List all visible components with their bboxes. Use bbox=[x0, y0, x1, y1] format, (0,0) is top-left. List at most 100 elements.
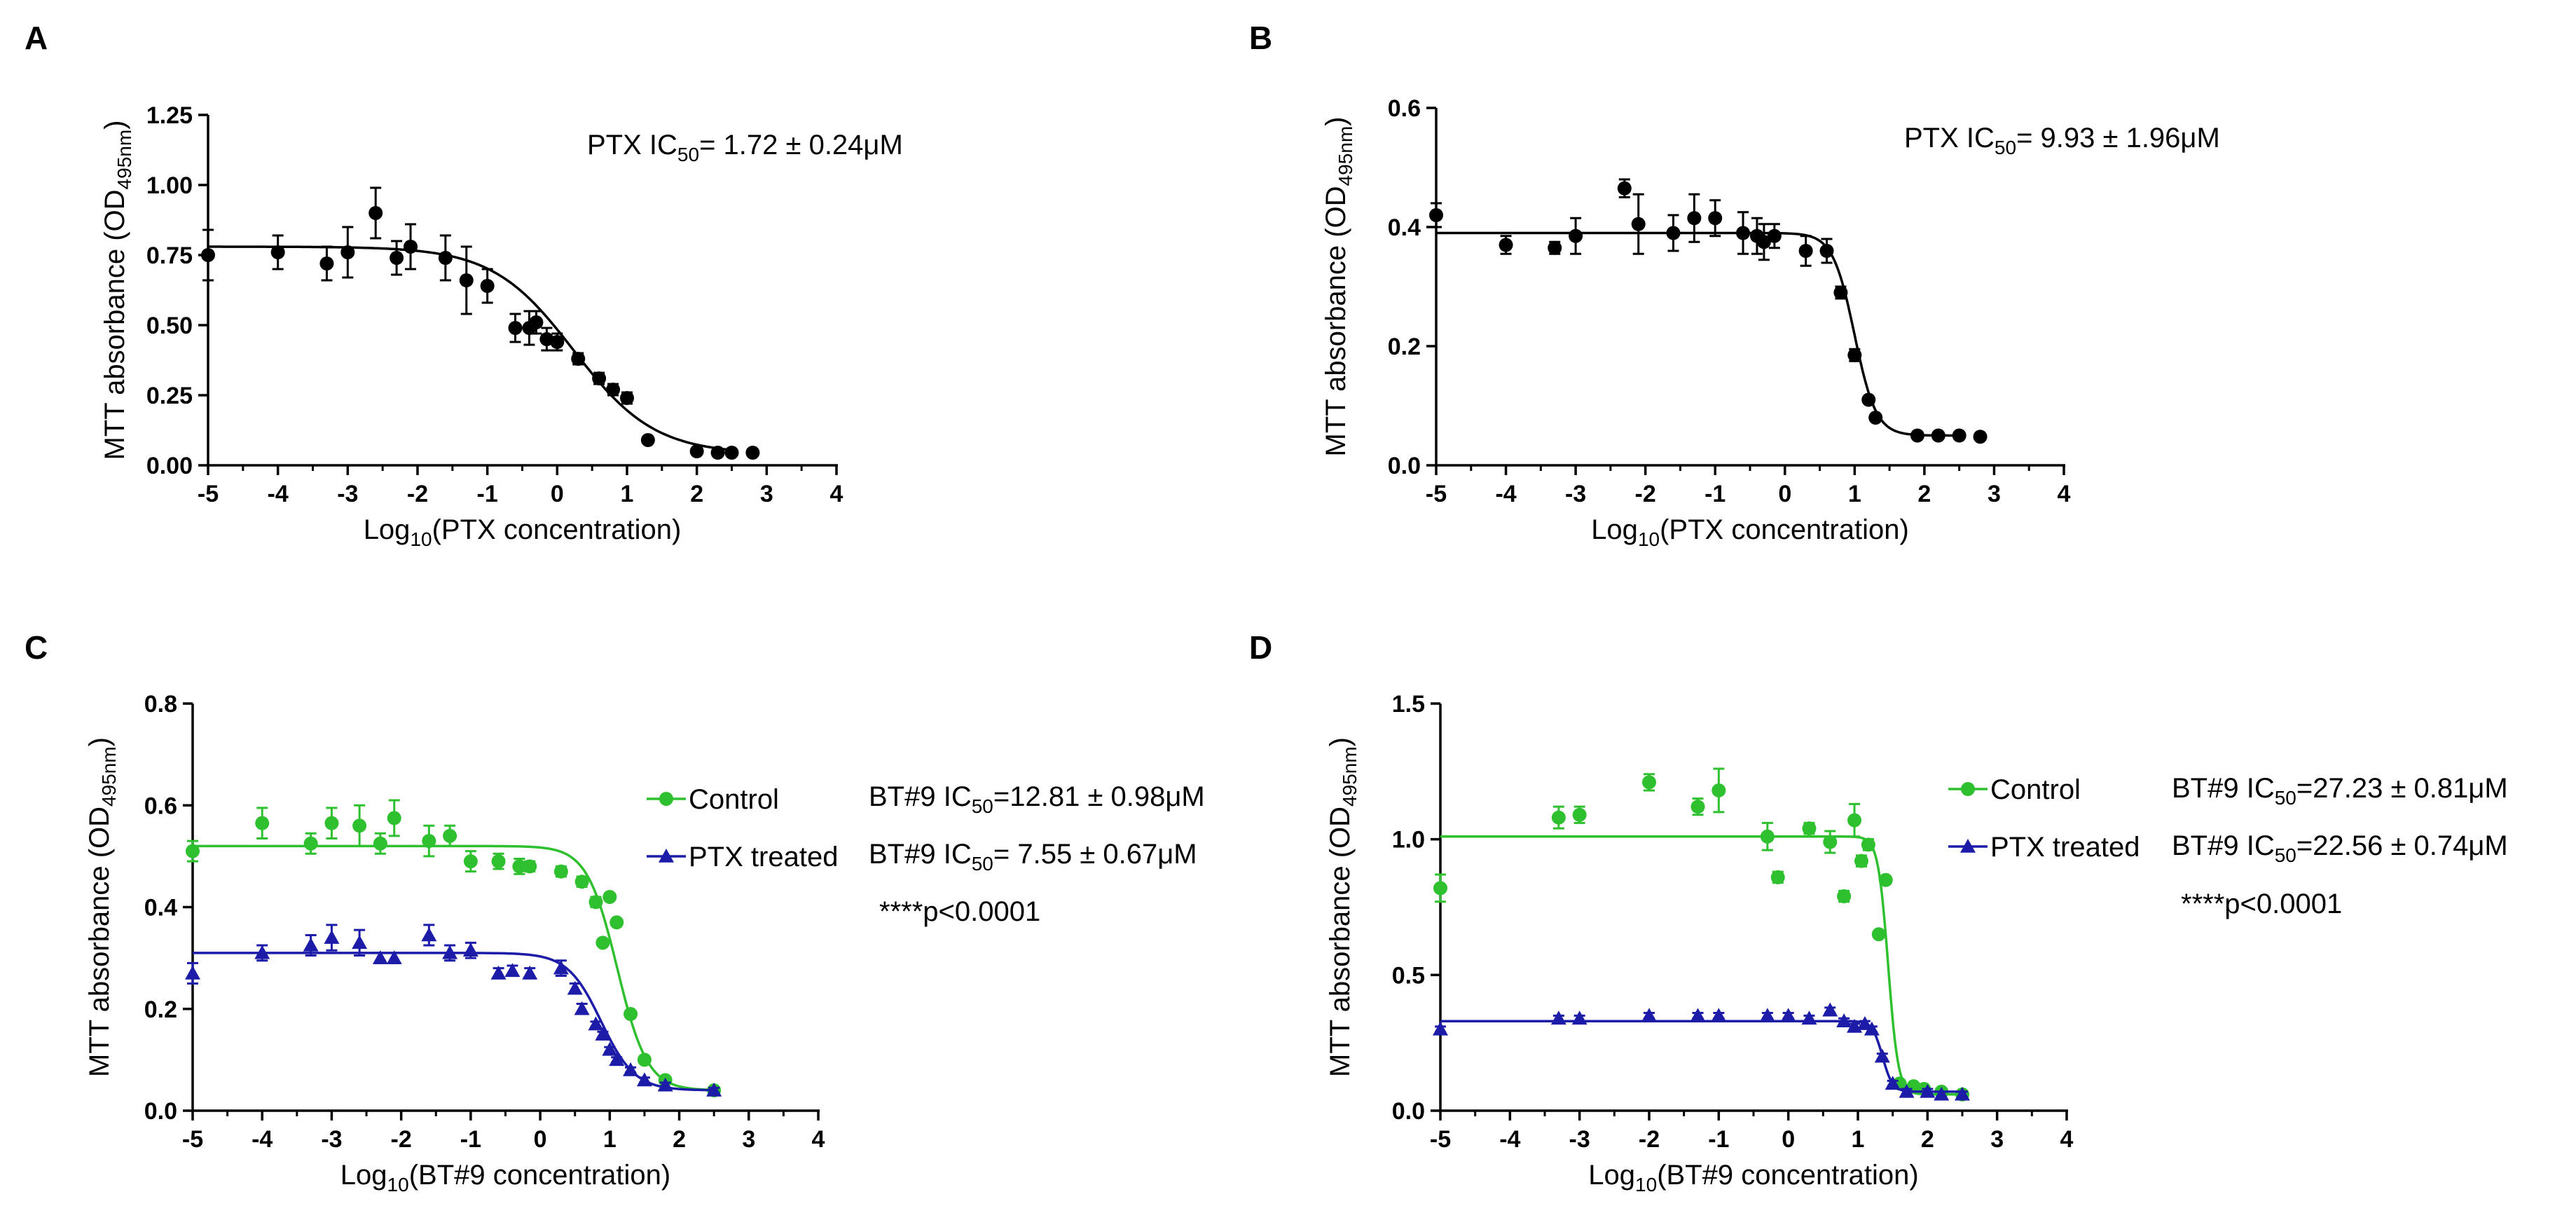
text-part: ) bbox=[99, 120, 130, 129]
p-value-note: ****p<0.0001 bbox=[879, 896, 1040, 927]
text-part: =12.81 ± 0.98μM bbox=[993, 781, 1205, 812]
data-point bbox=[512, 859, 527, 874]
x-axis-label: Log10(BT#9 concentration) bbox=[1588, 1160, 1918, 1195]
data-point bbox=[529, 315, 544, 329]
ic50-annotation: PTX IC50= 1.72 ± 0.24μM bbox=[587, 130, 903, 165]
x-tick-label: -4 bbox=[252, 1126, 273, 1153]
legend-label: PTX treated bbox=[689, 842, 838, 872]
y-axis-label: MTT absorbance (OD495nm) bbox=[99, 120, 135, 460]
y-tick-label: 0.75 bbox=[146, 242, 193, 269]
data-point bbox=[1819, 244, 1834, 258]
panel-label: B bbox=[1249, 20, 1272, 56]
x-axis-label: Log10(BT#9 concentration) bbox=[340, 1160, 670, 1195]
data-point bbox=[539, 332, 554, 346]
legend-marker bbox=[659, 849, 674, 863]
x-tick-label: -5 bbox=[1430, 1126, 1451, 1153]
data-point bbox=[623, 1062, 639, 1076]
data-point bbox=[1861, 392, 1876, 407]
series-control bbox=[1433, 767, 1969, 1102]
data-point bbox=[609, 1052, 625, 1067]
data-point bbox=[1899, 1083, 1915, 1098]
x-tick-label: -4 bbox=[1499, 1126, 1520, 1153]
subscript: 10 bbox=[1635, 1174, 1657, 1195]
x-tick-label: -3 bbox=[337, 481, 358, 507]
legend-marker bbox=[1960, 839, 1976, 853]
subscript: 10 bbox=[387, 1174, 409, 1195]
data-point bbox=[637, 1053, 652, 1067]
data-point bbox=[710, 446, 725, 460]
data-point bbox=[186, 844, 200, 858]
data-point bbox=[1801, 1010, 1817, 1025]
x-tick-label: 1 bbox=[1848, 481, 1861, 507]
panel-c: C -5 -4 -3 -2 -1 0 1 2 3 4 0.0 0.2 0.4 0.6 0.8 Log10(BT#… bbox=[25, 629, 1205, 1195]
y-tick-label: 0.00 bbox=[146, 453, 193, 479]
data-point bbox=[1798, 244, 1813, 258]
data-point bbox=[324, 930, 340, 944]
series-ptx bbox=[1429, 178, 1988, 444]
data-point bbox=[1931, 428, 1945, 443]
y-axis-label: MTT absorbance (OD495nm) bbox=[1325, 737, 1361, 1077]
data-point bbox=[609, 915, 624, 930]
data-point bbox=[1854, 854, 1868, 868]
panel-d: D -5 -4 -3 -2 -1 0 1 2 3 4 0.0 0.5 1.0 1.5 Log10(BT#9 c… bbox=[1249, 629, 2508, 1195]
data-point bbox=[595, 936, 610, 950]
legend-label: Control bbox=[1990, 774, 2081, 805]
data-point bbox=[1690, 1008, 1706, 1022]
data-point bbox=[567, 980, 583, 995]
text-part: BT#9 IC bbox=[2172, 830, 2275, 861]
data-point bbox=[303, 836, 318, 851]
data-point bbox=[1569, 228, 1583, 243]
x-tick-label: -5 bbox=[1426, 481, 1447, 507]
data-point bbox=[588, 895, 603, 910]
x-tick-label: 2 bbox=[1917, 481, 1931, 507]
x-tick-label: -3 bbox=[1569, 1126, 1590, 1153]
data-point bbox=[592, 371, 607, 385]
data-point bbox=[606, 383, 621, 397]
panel-b: B -5 -4 -3 -2 -1 0 1 2 3 4 0.0 0.2 0.4 0.6 Log10(PTX co… bbox=[1249, 20, 2220, 550]
data-point bbox=[1836, 1013, 1852, 1027]
x-tick-label: -5 bbox=[198, 481, 219, 507]
text-part: BT#9 IC bbox=[869, 839, 972, 870]
data-point bbox=[1687, 211, 1702, 226]
legend-item: PTX treated bbox=[1948, 832, 2140, 863]
data-point bbox=[1833, 285, 1848, 300]
legend-item: Control bbox=[647, 784, 779, 815]
data-point bbox=[372, 950, 388, 964]
data-point bbox=[1920, 1083, 1936, 1098]
x-tick-label: 0 bbox=[551, 481, 564, 507]
panel-label: A bbox=[25, 20, 48, 56]
x-tick-label: 4 bbox=[2058, 481, 2071, 507]
text-part: Log bbox=[364, 514, 411, 545]
data-point bbox=[553, 864, 568, 879]
data-point bbox=[386, 950, 402, 964]
data-point bbox=[404, 240, 418, 254]
x-tick-label: 4 bbox=[812, 1126, 825, 1153]
data-point bbox=[1429, 208, 1443, 222]
data-point bbox=[1631, 217, 1646, 231]
data-point bbox=[745, 446, 760, 460]
x-tick-label: 4 bbox=[2060, 1126, 2074, 1153]
data-point bbox=[1864, 1021, 1880, 1036]
data-point bbox=[438, 251, 453, 265]
series-ptx-treated bbox=[185, 924, 722, 1097]
data-point bbox=[1847, 813, 1862, 828]
data-point bbox=[1934, 1086, 1950, 1101]
x-tick-label: 0 bbox=[1778, 481, 1791, 507]
x-tick-label: -1 bbox=[477, 481, 498, 507]
subscript: 495nm bbox=[98, 746, 120, 807]
y-tick-label: 1.0 bbox=[1392, 827, 1425, 854]
y-tick-label: 0.8 bbox=[144, 691, 177, 718]
x-tick-label: 3 bbox=[760, 481, 773, 507]
data-point bbox=[1641, 1008, 1657, 1022]
data-point bbox=[595, 1027, 611, 1041]
x-tick-label: -2 bbox=[1639, 1126, 1660, 1153]
data-point bbox=[588, 1016, 604, 1031]
data-point bbox=[387, 811, 401, 825]
legend-marker bbox=[659, 792, 673, 806]
y-tick-label: 0.4 bbox=[144, 895, 177, 921]
y-tick-label: 0.4 bbox=[1388, 214, 1421, 241]
y-axis-label: MTT absorbance (OD495nm) bbox=[84, 737, 120, 1077]
data-point bbox=[1955, 1086, 1970, 1101]
data-point bbox=[1711, 783, 1726, 797]
data-point bbox=[1499, 238, 1513, 252]
